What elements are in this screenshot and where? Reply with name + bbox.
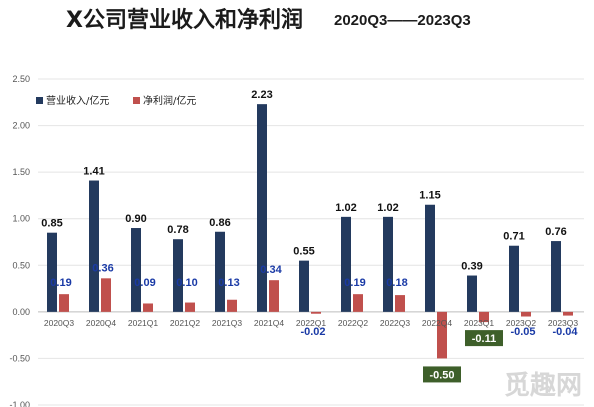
- bar-net-profit: [227, 299, 237, 312]
- data-label-net-profit: -0.50: [429, 369, 454, 381]
- data-label-revenue: 0.71: [503, 231, 524, 243]
- x-tick-label: 2022Q1: [296, 318, 327, 328]
- bar-net-profit: [311, 311, 321, 314]
- bar-revenue: [257, 104, 267, 312]
- x-tick-label: 2020Q4: [86, 318, 117, 328]
- bar-revenue: [425, 204, 435, 312]
- x-tick-label: 2023Q3: [548, 318, 579, 328]
- bar-net-profit: [437, 311, 447, 359]
- bar-net-profit: [353, 294, 363, 312]
- data-label-revenue: 0.55: [293, 246, 314, 258]
- bar-net-profit: [479, 311, 489, 323]
- x-tick-label: 2020Q3: [44, 318, 75, 328]
- bar-net-profit: [59, 294, 69, 312]
- y-tick-label: 0.50: [12, 260, 30, 270]
- x-tick-label: 2021Q1: [128, 318, 159, 328]
- x-tick-label: 2022Q2: [338, 318, 369, 328]
- bar-revenue: [509, 245, 519, 312]
- x-tick-label: 2022Q4: [422, 318, 453, 328]
- bar-revenue: [383, 216, 393, 312]
- y-tick-label: -1.00: [9, 400, 30, 407]
- chart-title: X公司营业收入和净利润: [66, 7, 303, 33]
- x-tick-label: 2021Q3: [212, 318, 243, 328]
- bar-revenue: [467, 275, 477, 312]
- data-label-net-profit: -0.05: [510, 326, 535, 338]
- data-label-net-profit: 0.19: [344, 277, 365, 289]
- bar-revenue: [551, 241, 561, 312]
- bar-net-profit: [395, 295, 405, 312]
- legend: 营业收入/亿元 净利润/亿元: [36, 94, 196, 107]
- y-tick-label: 1.50: [12, 167, 30, 177]
- data-label-net-profit: 0.36: [92, 262, 113, 274]
- data-label-net-profit: -0.02: [300, 326, 325, 338]
- watermark: 觅趣网: [504, 371, 582, 401]
- x-axis-ticks: 2020Q3 2020Q4 2021Q1 2021Q2 2021Q3 2021Q4 2022…: [44, 318, 579, 328]
- bar-net-profit: [143, 303, 153, 312]
- bar-net-profit: [563, 311, 573, 316]
- bar-revenue: [299, 260, 309, 312]
- data-label-net-profit: 0.10: [176, 277, 197, 289]
- data-label-net-profit: 0.13: [218, 277, 239, 289]
- y-tick-label: 1.00: [12, 214, 30, 224]
- legend-swatch-revenue: [36, 97, 43, 104]
- data-label-revenue: 1.41: [83, 166, 104, 178]
- bar-revenue: [215, 231, 225, 312]
- bar-revenue: [173, 239, 183, 312]
- data-label-net-profit: -0.04: [552, 326, 578, 338]
- x-tick-label: 2021Q2: [170, 318, 201, 328]
- data-label-revenue: 0.90: [125, 213, 146, 225]
- bar-net-profit: [101, 278, 111, 312]
- data-label-net-profit: 0.34: [260, 264, 282, 276]
- y-tick-label: 2.00: [12, 121, 30, 131]
- data-label-revenue: 1.02: [377, 202, 398, 214]
- gridlines: [38, 78, 584, 406]
- data-label-net-profit: 0.19: [50, 277, 71, 289]
- legend-label-net-profit: 净利润/亿元: [143, 94, 196, 107]
- bar-net-profit: [185, 302, 195, 312]
- data-label-box: [423, 366, 461, 383]
- data-label-net-profit: 0.09: [134, 277, 155, 289]
- data-labels: 0.85 0.19 1.41 0.36 0.90 0.09 0.78 0.10 0.86 0.13…: [41, 89, 578, 383]
- data-label-revenue: 0.76: [545, 226, 566, 238]
- data-label-revenue: 0.39: [461, 261, 482, 273]
- data-label-net-profit: 0.18: [386, 277, 407, 289]
- y-tick-label: -0.50: [9, 353, 30, 363]
- bar-revenue: [341, 216, 351, 312]
- bar-revenue: [131, 228, 141, 312]
- x-tick-label: 2021Q4: [254, 318, 285, 328]
- data-label-box: [465, 330, 503, 347]
- y-tick-label: 0.00: [12, 307, 30, 317]
- y-tick-label: 2.50: [12, 74, 30, 84]
- x-tick-label: 2023Q2: [506, 318, 537, 328]
- data-label-revenue: 0.85: [41, 218, 62, 230]
- bar-net-profit: [521, 311, 531, 317]
- bar-revenue: [89, 180, 99, 312]
- data-label-revenue: 2.23: [251, 89, 272, 101]
- y-axis-ticks: 2.50 2.00 1.50 1.00 0.50 0.00 -0.50 -1.00: [9, 74, 30, 407]
- data-label-revenue: 1.15: [419, 190, 440, 202]
- legend-label-revenue: 营业收入/亿元: [46, 94, 109, 107]
- bar-net-profit: [269, 280, 279, 312]
- x-tick-label: 2022Q3: [380, 318, 411, 328]
- data-label-revenue: 1.02: [335, 202, 356, 214]
- chart-subtitle: 2020Q3——2023Q3: [334, 12, 471, 29]
- data-label-net-profit: -0.11: [472, 333, 496, 345]
- data-label-revenue: 0.78: [167, 224, 188, 236]
- legend-swatch-net-profit: [133, 97, 140, 104]
- bars: [47, 104, 573, 359]
- x-tick-label: 2023Q1: [464, 318, 495, 328]
- data-label-revenue: 0.86: [209, 217, 230, 229]
- bar-revenue: [47, 232, 57, 312]
